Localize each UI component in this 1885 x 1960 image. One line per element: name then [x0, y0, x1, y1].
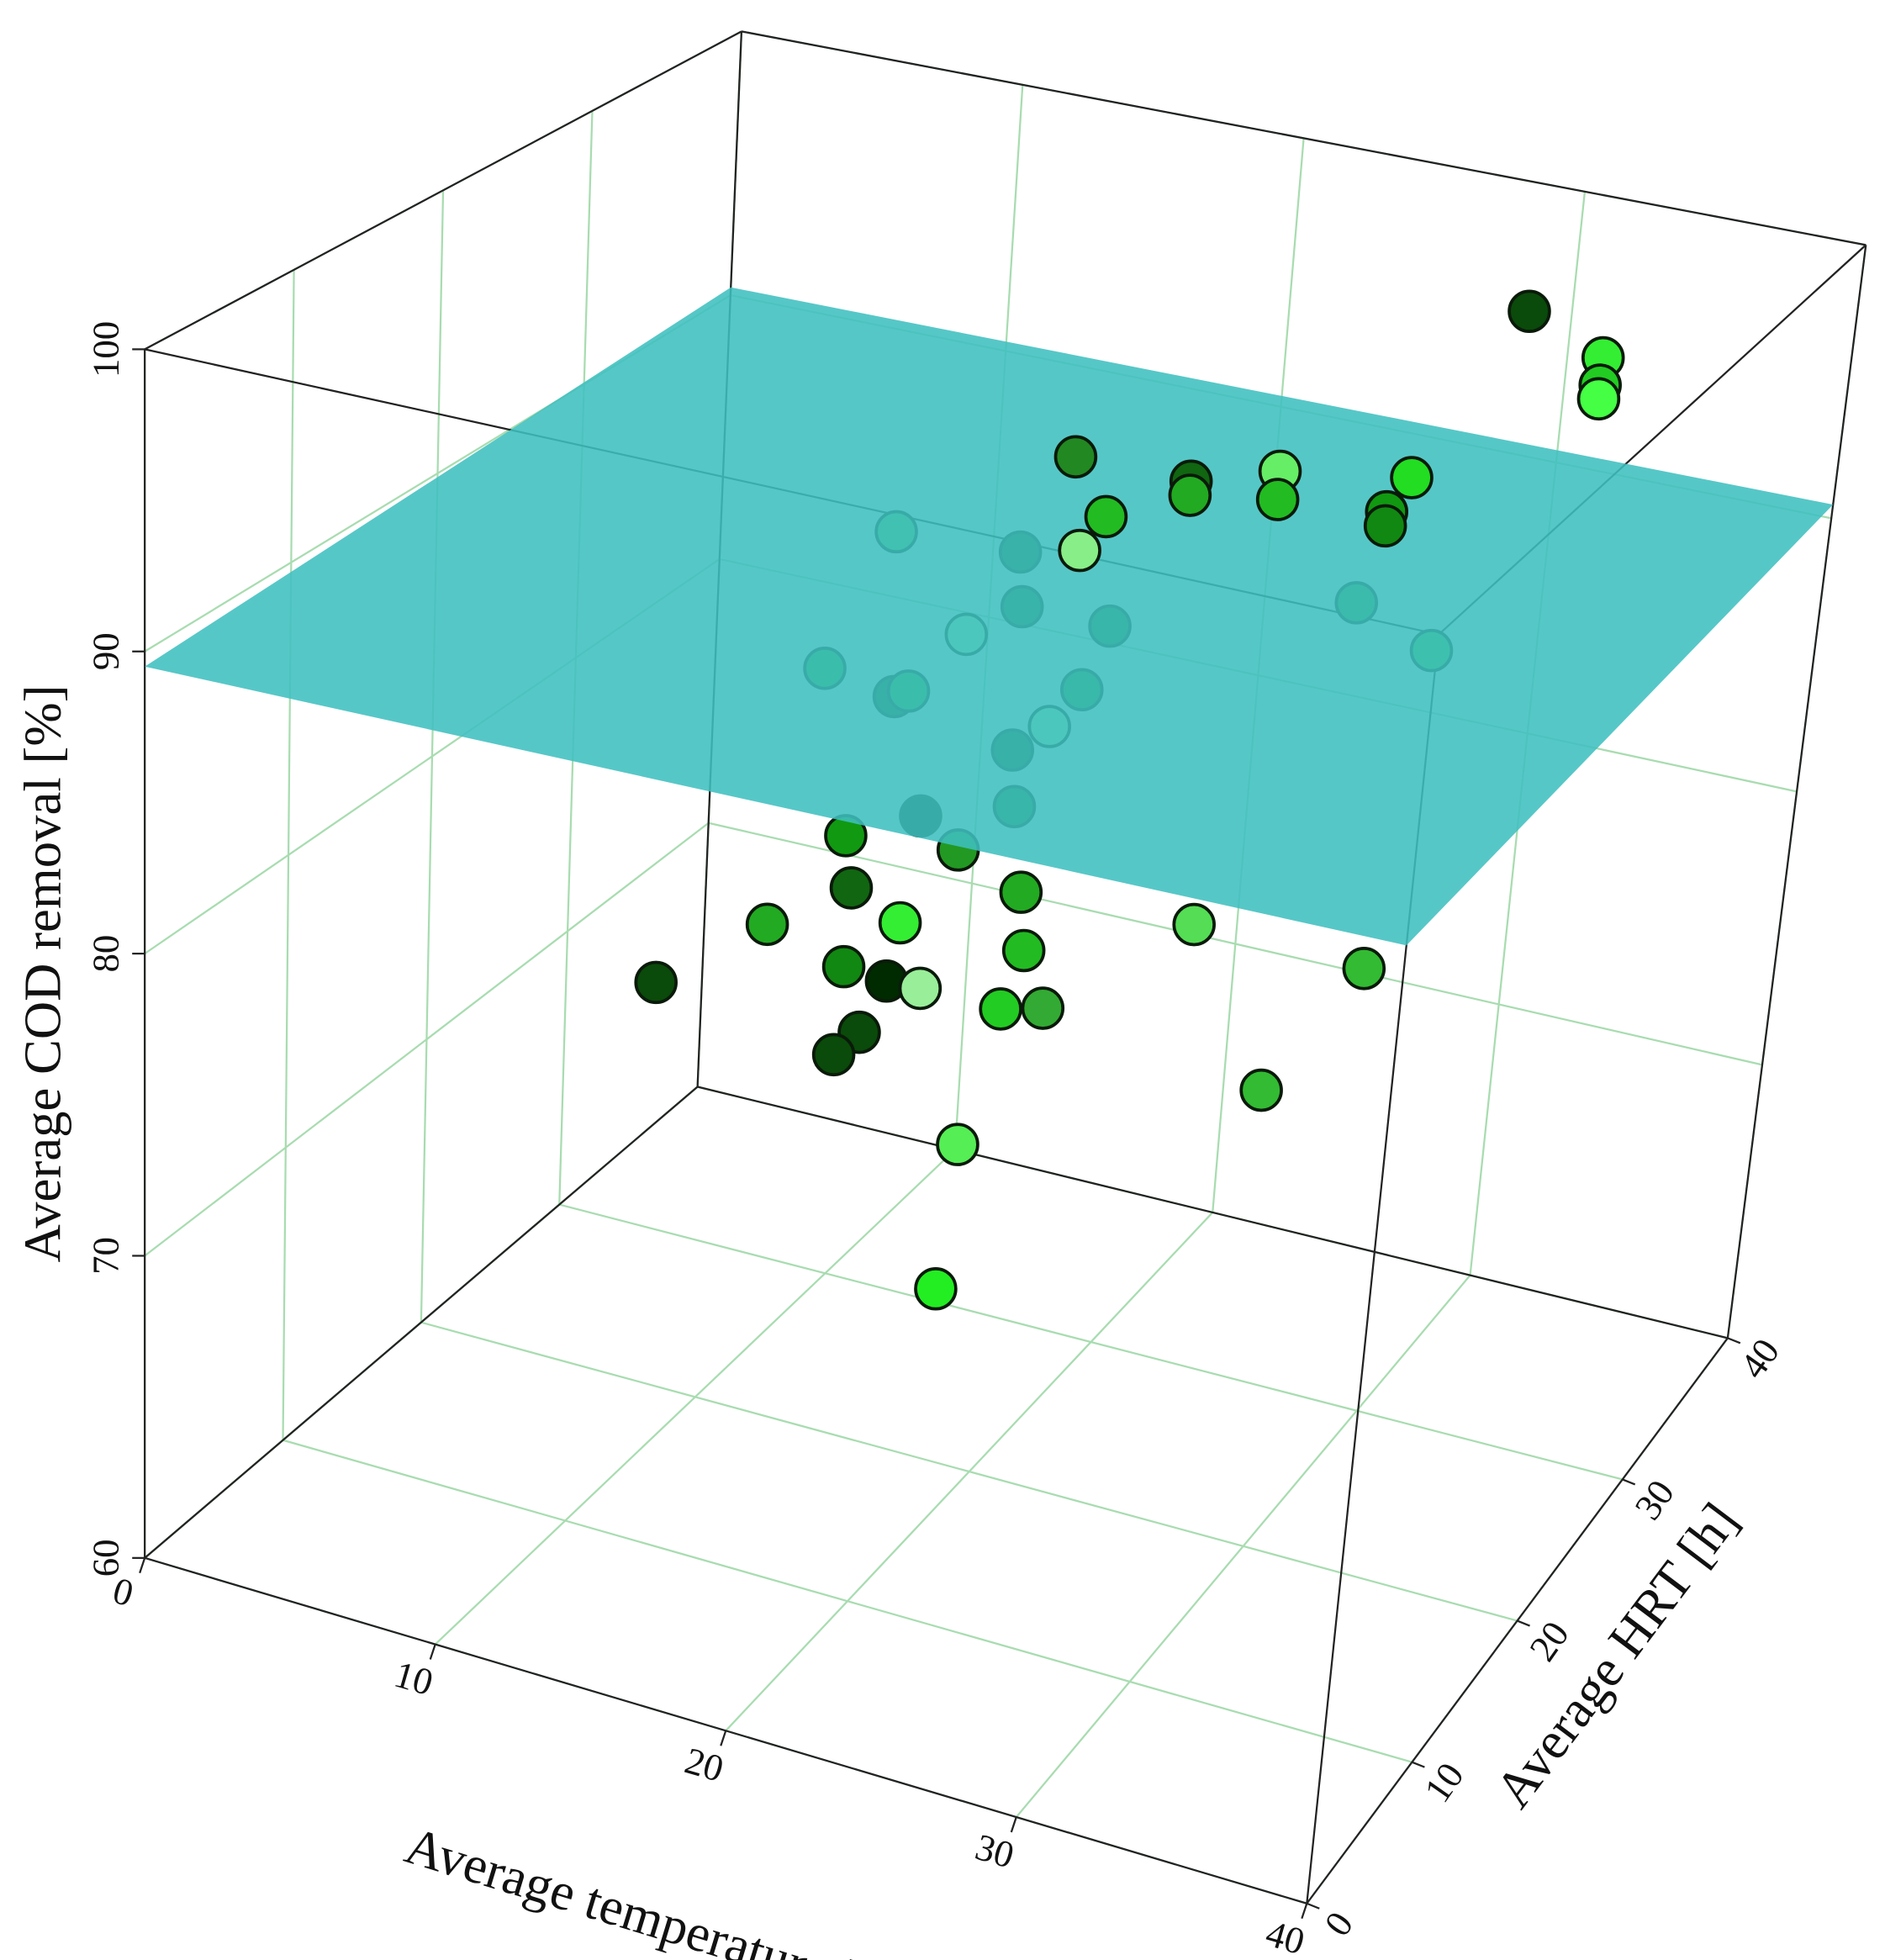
data-point: [1507, 289, 1551, 334]
data-point: [999, 870, 1043, 914]
box-edge: [144, 1086, 699, 1559]
y-tick-label: 0: [1316, 1904, 1361, 1943]
data-point: [1001, 928, 1046, 973]
tick-mark: [1727, 1337, 1741, 1345]
data-point: [1342, 947, 1386, 991]
tick-mark: [139, 1557, 146, 1574]
tick-mark: [429, 1644, 436, 1660]
grid-line: [708, 822, 1763, 1066]
box-edge: [697, 1086, 1729, 1339]
tick-mark: [720, 1730, 727, 1746]
data-point: [1084, 494, 1128, 539]
z-tick-label: 60: [85, 1539, 127, 1577]
data-point: [1390, 456, 1434, 499]
data-point: [1172, 902, 1216, 947]
box-edge: [1726, 245, 1867, 1339]
y-tick-label: 10: [1416, 1755, 1472, 1809]
data-point: [1058, 528, 1101, 573]
data-point: [1168, 473, 1212, 517]
grid-line: [282, 1439, 1412, 1763]
data-point: [979, 987, 1022, 1031]
grid-line: [558, 1203, 1624, 1481]
data-point: [829, 866, 874, 910]
z-tick-label: 70: [85, 1237, 127, 1275]
tick-mark: [1010, 1816, 1017, 1833]
data-point: [1576, 377, 1621, 421]
y-axis-title: Average HRT [h]: [1483, 1492, 1749, 1818]
y-tick-label: 20: [1521, 1614, 1577, 1668]
data-point: [821, 944, 866, 989]
z-tick-label: 90: [85, 632, 127, 670]
box-edge: [144, 30, 742, 351]
data-point: [1239, 1068, 1283, 1112]
z-axis-title: Average COD removal [%]: [13, 684, 72, 1262]
z-tick-label: 100: [85, 321, 127, 378]
data-point: [634, 960, 678, 1005]
box-edge: [144, 1556, 1307, 1905]
tick-mark: [1412, 1761, 1425, 1768]
tick-mark: [1306, 1902, 1320, 1910]
data-point: [1021, 986, 1065, 1030]
regression-plane: [145, 287, 1834, 946]
x-axis-title: Average temperature [°C]: [399, 1815, 937, 1960]
data-point: [811, 1033, 856, 1077]
data-point: [1255, 478, 1300, 521]
data-point: [1053, 435, 1098, 479]
x-tick-label: 10: [390, 1653, 438, 1704]
data-point: [1363, 504, 1407, 548]
x-tick-label: 40: [1261, 1912, 1309, 1960]
grid-line: [420, 1321, 1518, 1622]
data-point: [936, 1123, 979, 1166]
data-point: [914, 1266, 958, 1311]
z-tick-label: 80: [85, 935, 127, 973]
tick-mark: [1622, 1478, 1636, 1486]
tick-mark: [1517, 1619, 1530, 1627]
y-tick-label: 30: [1626, 1472, 1682, 1527]
tick-mark: [1301, 1903, 1308, 1920]
grid-line: [144, 822, 710, 1257]
box-edge: [741, 30, 1867, 246]
data-point: [878, 901, 922, 945]
x-tick-label: 30: [971, 1825, 1019, 1876]
y-tick-label: 40: [1732, 1331, 1788, 1386]
data-point: [898, 966, 942, 1011]
x-tick-label: 20: [680, 1739, 728, 1789]
data-point: [745, 902, 789, 947]
